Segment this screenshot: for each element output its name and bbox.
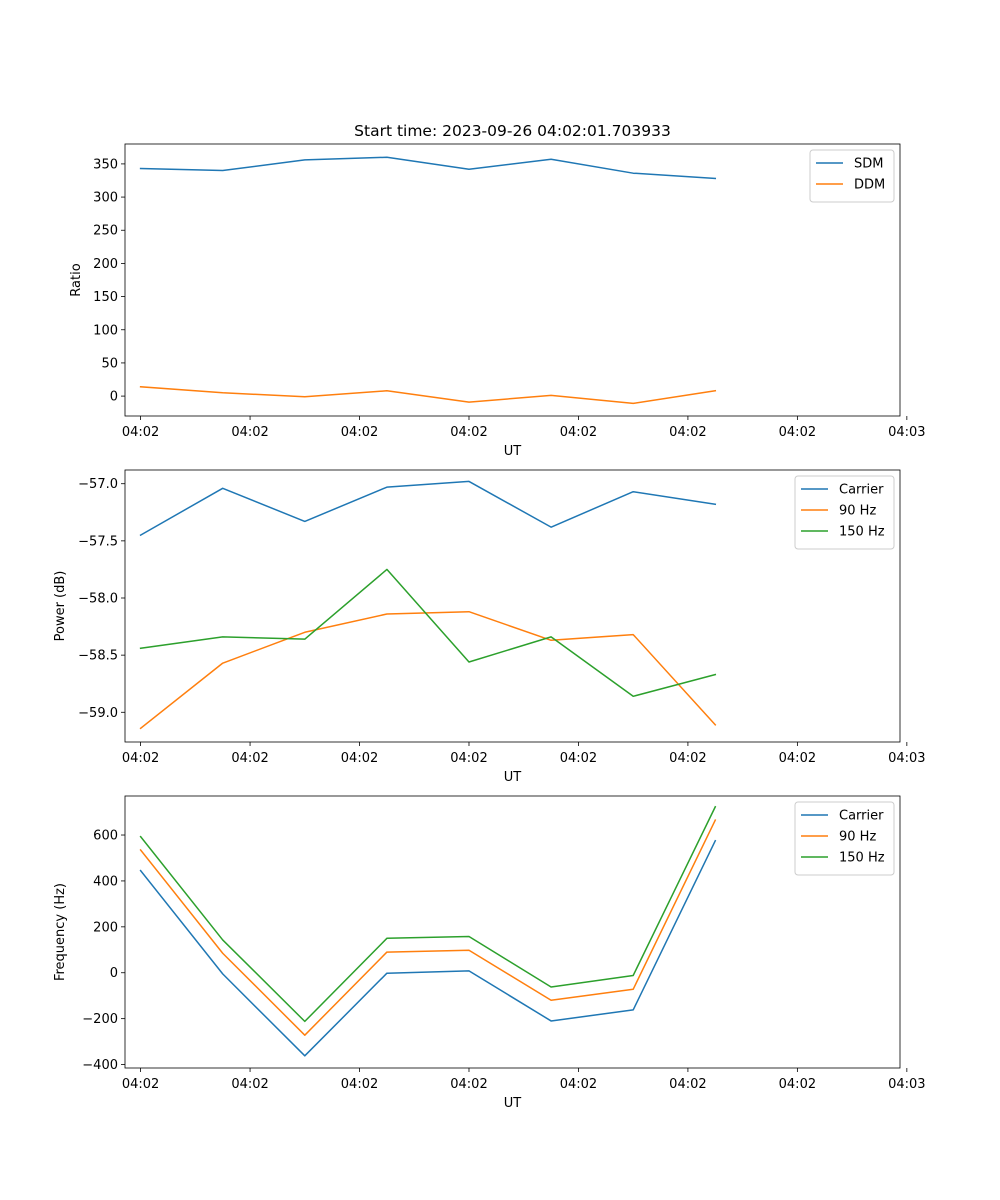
legend: SDM DDM <box>809 149 895 203</box>
x-tick-label: 04:03 <box>888 751 925 766</box>
legend-item: 150 Hz <box>801 851 885 866</box>
series-group <box>139 480 717 730</box>
x-tick-label: 04:02 <box>560 1077 597 1092</box>
series-line-150-hz <box>139 805 717 1023</box>
axes-frame <box>124 143 901 417</box>
y-tick-label: 400 <box>93 874 118 889</box>
y-tick-label: −400 <box>82 1058 118 1073</box>
series-group <box>139 805 717 1057</box>
legend-label: DDM <box>854 178 885 193</box>
legend-item: 150 Hz <box>801 525 885 540</box>
x-tick-label: 04:02 <box>231 1077 268 1092</box>
x-tick-label: 04:02 <box>341 751 378 766</box>
legend-label: 150 Hz <box>839 851 885 866</box>
series-line-carrier <box>139 480 717 537</box>
x-axis-label: UT <box>504 1096 522 1111</box>
y-axis-label: Frequency (Hz) <box>53 883 68 981</box>
axes-frame <box>124 469 901 743</box>
y-tick-label: 200 <box>93 257 118 272</box>
x-axis-label: UT <box>504 770 522 785</box>
y-tick-label: 50 <box>101 356 118 371</box>
y-tick-label: −59.0 <box>78 706 118 721</box>
y-tick-label: 100 <box>93 323 118 338</box>
x-tick-label: 04:02 <box>231 751 268 766</box>
x-tick-label: 04:02 <box>779 1077 816 1092</box>
legend-label: 150 Hz <box>839 525 885 540</box>
x-tick-label: 04:02 <box>669 1077 706 1092</box>
subplot-3: 04:02 04:02 04:02 04:02 04:02 04:02 04:02 04:03… <box>53 795 926 1111</box>
x-tick-label: 04:02 <box>341 425 378 440</box>
legend-item: Carrier <box>801 483 884 498</box>
x-tick-label: 04:02 <box>669 751 706 766</box>
x-axis: 04:02 04:02 04:02 04:02 04:02 04:02 04:02 04:03 <box>122 742 926 766</box>
y-tick-label: 300 <box>93 191 118 206</box>
x-tick-label: 04:02 <box>450 751 487 766</box>
x-tick-label: 04:02 <box>450 1077 487 1092</box>
y-tick-label: 150 <box>93 290 118 305</box>
axes-frame <box>124 795 901 1069</box>
x-tick-label: 04:02 <box>122 751 159 766</box>
series-group <box>139 156 717 405</box>
subplot-1: 04:02 04:02 04:02 04:02 04:02 04:02 04:02 04:03… <box>69 122 926 459</box>
y-axis-label: Ratio <box>69 263 84 296</box>
subplot-2: 04:02 04:02 04:02 04:02 04:02 04:02 04:02 04:03… <box>53 469 926 785</box>
y-tick-label: 200 <box>93 920 118 935</box>
legend: Carrier 90 Hz 150 Hz <box>794 475 895 550</box>
y-axis-label: Power (dB) <box>53 571 68 642</box>
y-tick-label: −57.5 <box>78 534 118 549</box>
x-tick-label: 04:02 <box>231 425 268 440</box>
series-line-150-hz <box>139 568 717 698</box>
y-axis: −400 −200 0 200 400 600 <box>82 829 125 1073</box>
y-tick-label: 0 <box>110 966 118 981</box>
x-tick-label: 04:02 <box>779 425 816 440</box>
x-tick-label: 04:02 <box>122 1077 159 1092</box>
y-tick-label: 350 <box>93 157 118 172</box>
x-tick-label: 04:02 <box>560 751 597 766</box>
series-line-sdm <box>139 156 717 180</box>
series-line-90-hz <box>139 610 717 730</box>
x-tick-label: 04:03 <box>888 1077 925 1092</box>
series-line-90-hz <box>139 819 717 1036</box>
legend-item: SDM <box>816 157 883 172</box>
y-tick-label: 0 <box>110 390 118 405</box>
legend-label: 90 Hz <box>839 504 876 519</box>
legend-item: 90 Hz <box>801 504 876 519</box>
y-tick-label: 250 <box>93 224 118 239</box>
series-line-ddm <box>139 386 717 405</box>
x-tick-label: 04:02 <box>779 751 816 766</box>
legend-item: DDM <box>816 178 885 193</box>
x-tick-label: 04:03 <box>888 425 925 440</box>
x-tick-label: 04:02 <box>341 1077 378 1092</box>
legend-item: Carrier <box>801 809 884 824</box>
legend-label: Carrier <box>839 809 884 824</box>
chart-title: Start time: 2023-09-26 04:02:01.703933 <box>354 122 671 140</box>
legend: Carrier 90 Hz 150 Hz <box>794 801 895 876</box>
x-tick-label: 04:02 <box>669 425 706 440</box>
y-tick-label: 600 <box>93 829 118 844</box>
x-tick-label: 04:02 <box>560 425 597 440</box>
y-tick-label: −57.0 <box>78 477 118 492</box>
series-line-carrier <box>139 839 717 1057</box>
legend-label: Carrier <box>839 483 884 498</box>
x-axis: 04:02 04:02 04:02 04:02 04:02 04:02 04:02 04:03 <box>122 1068 926 1092</box>
legend-label: 90 Hz <box>839 830 876 845</box>
x-tick-label: 04:02 <box>450 425 487 440</box>
x-tick-label: 04:02 <box>122 425 159 440</box>
x-axis: 04:02 04:02 04:02 04:02 04:02 04:02 04:02 04:03 <box>122 416 926 440</box>
legend-label: SDM <box>854 157 883 172</box>
legend-item: 90 Hz <box>801 830 876 845</box>
y-tick-label: −200 <box>82 1012 118 1027</box>
y-tick-label: −58.0 <box>78 592 118 607</box>
x-axis-label: UT <box>504 444 522 459</box>
y-tick-label: −58.5 <box>78 649 118 664</box>
subplots: 04:02 04:02 04:02 04:02 04:02 04:02 04:02 04:03… <box>53 122 926 1111</box>
y-axis: 0 50 100 150 200 250 300 350 <box>93 157 125 405</box>
y-axis: −59.0 −58.5 −58.0 −57.5 −57.0 <box>78 477 125 721</box>
